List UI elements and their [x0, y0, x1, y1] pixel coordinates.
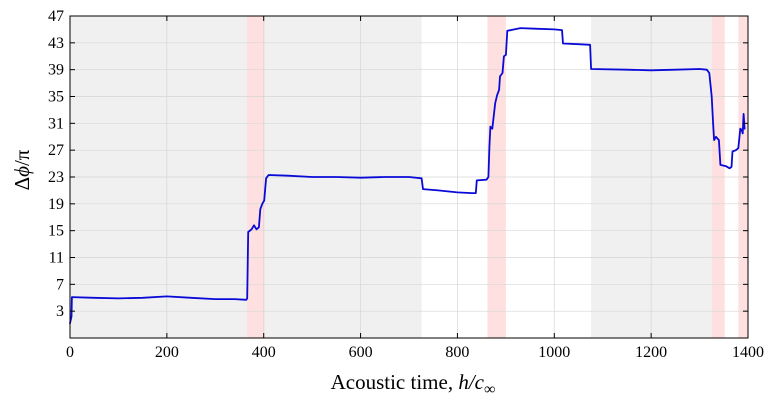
y-axis-label: Δϕ/π	[10, 149, 34, 190]
x-axis-label: Acoustic time, h/c∞	[331, 370, 496, 398]
series-layer	[69, 27, 746, 325]
y-tick-label: 31	[48, 115, 64, 132]
x-tick-label: 1400	[732, 344, 764, 361]
y-tick-label: 15	[48, 223, 64, 240]
series-line	[69, 27, 746, 325]
y-tick-label: 7	[56, 276, 64, 293]
y-tick-label: 35	[48, 89, 64, 106]
y-tick-label: 23	[48, 169, 64, 186]
y-tick-label: 43	[48, 35, 64, 52]
x-tick-label: 600	[349, 344, 373, 361]
x-tick-label: 0	[66, 344, 74, 361]
x-tick-label: 800	[445, 344, 469, 361]
y-tick-label: 39	[48, 62, 64, 79]
x-tick-label: 1200	[635, 344, 667, 361]
y-tick-label: 47	[48, 8, 64, 25]
y-tick-label: 11	[49, 250, 64, 267]
axis-ticks: 0 200 400 600 800 1000 1200 1400 3 7 11 15 19 23 27 31 3…	[48, 8, 764, 361]
x-tick-label: 200	[155, 344, 179, 361]
x-tick-label: 1000	[538, 344, 570, 361]
y-tick-label: 3	[56, 303, 64, 320]
y-tick-label: 27	[48, 142, 64, 159]
x-tick-label: 400	[252, 344, 276, 361]
y-tick-label: 19	[48, 196, 64, 213]
